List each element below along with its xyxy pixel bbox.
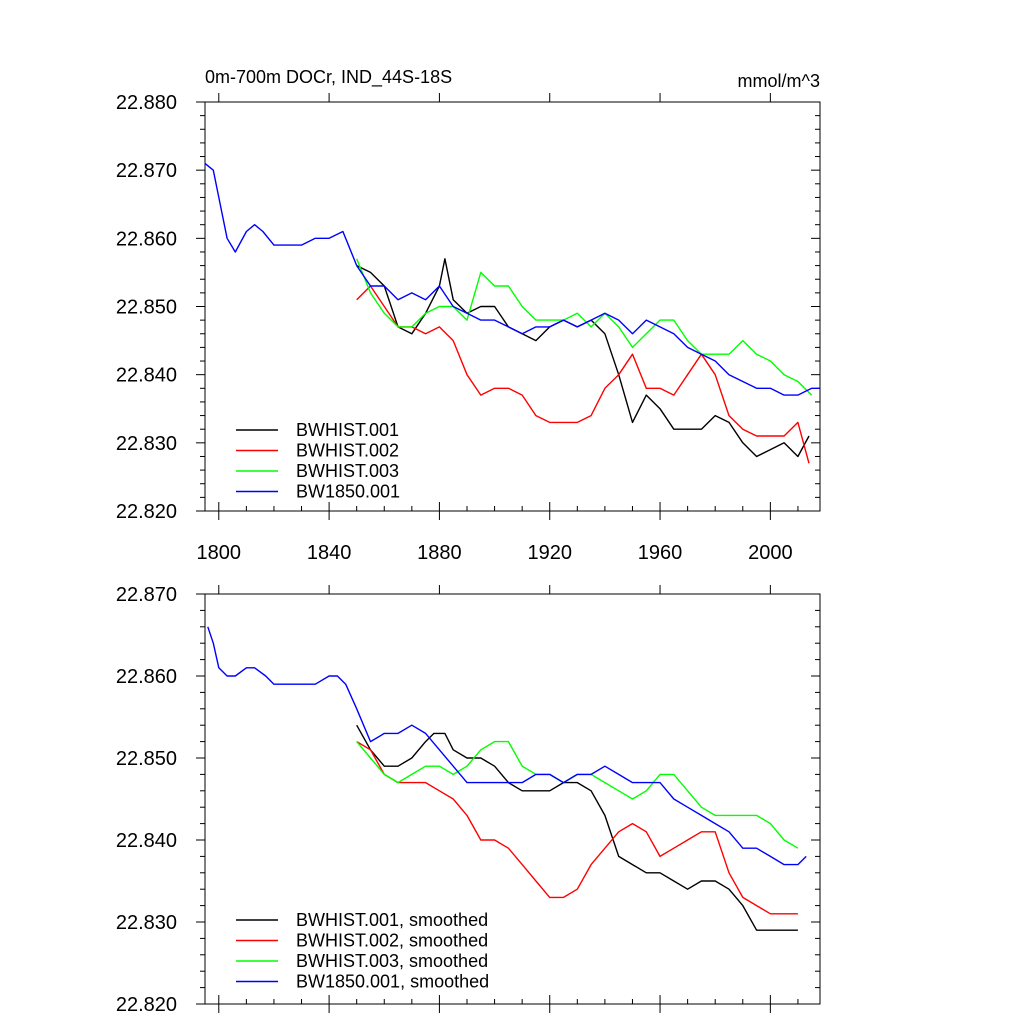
bottom-ytick-label: 22.840 [116, 830, 177, 852]
top-ytick-label: 22.840 [116, 365, 177, 387]
bottom-ytick-label: 22.850 [116, 748, 177, 770]
top-ytick-label: 22.880 [116, 92, 177, 114]
top-ytick-label: 22.830 [116, 433, 177, 455]
bottom-series-group [207, 626, 807, 931]
chart-title: 0m-700m DOCr, IND_44S-18S [205, 67, 452, 88]
bottom-ytick-label: 22.870 [116, 584, 177, 606]
top-xtick-label: 1920 [527, 542, 572, 564]
top-series-group [204, 162, 820, 464]
top-ytick-label: 22.820 [116, 501, 177, 523]
bottom-series-bwhist-002-smoothed [356, 740, 798, 915]
bottom-legend-label: BW1850.001, smoothed [296, 972, 489, 992]
top-legend-label: BWHIST.002 [296, 441, 399, 461]
top-xtick-label: 1800 [197, 542, 242, 564]
top-legend-label: BW1850.001 [296, 482, 400, 502]
bottom-ytick-label: 22.830 [116, 912, 177, 934]
bottom-legend-label: BWHIST.003, smoothed [296, 951, 488, 971]
top-ytick-label: 22.860 [116, 228, 177, 250]
bottom-series-bwhist-003-smoothed [356, 740, 799, 849]
bottom-legend-label: BWHIST.002, smoothed [296, 931, 488, 951]
bottom-legend-label: BWHIST.001, smoothed [296, 910, 488, 930]
top-series-bw1850-001 [204, 162, 820, 396]
top-series-bwhist-003 [356, 258, 813, 396]
top-xtick-label: 1960 [638, 542, 683, 564]
top-ytick-label: 22.870 [116, 160, 177, 182]
bottom-series-bwhist-001-smoothed [356, 724, 798, 931]
top-series-bwhist-002 [356, 285, 810, 464]
bottom-ytick-label: 22.860 [116, 666, 177, 688]
bottom-ytick-label: 22.820 [116, 994, 177, 1016]
top-xtick-label: 1880 [417, 542, 462, 564]
top-axes: 22.820 22.830 22.840 22.850 22.860 22.870 22.8… [116, 92, 820, 564]
top-legend-label: BWHIST.003 [296, 461, 399, 481]
bottom-plot-frame [204, 593, 821, 1005]
top-xtick-label: 2000 [748, 542, 793, 564]
top-xtick-label: 1840 [307, 542, 352, 564]
bottom-series-bw1850-001-smoothed [207, 626, 807, 866]
bottom-axes: 22.820 22.830 22.840 22.850 22.860 22.870 [116, 584, 820, 1016]
units-label: mmol/m^3 [738, 71, 820, 91]
top-ytick-label: 22.850 [116, 297, 177, 319]
top-legend-label: BWHIST.001 [296, 420, 399, 440]
